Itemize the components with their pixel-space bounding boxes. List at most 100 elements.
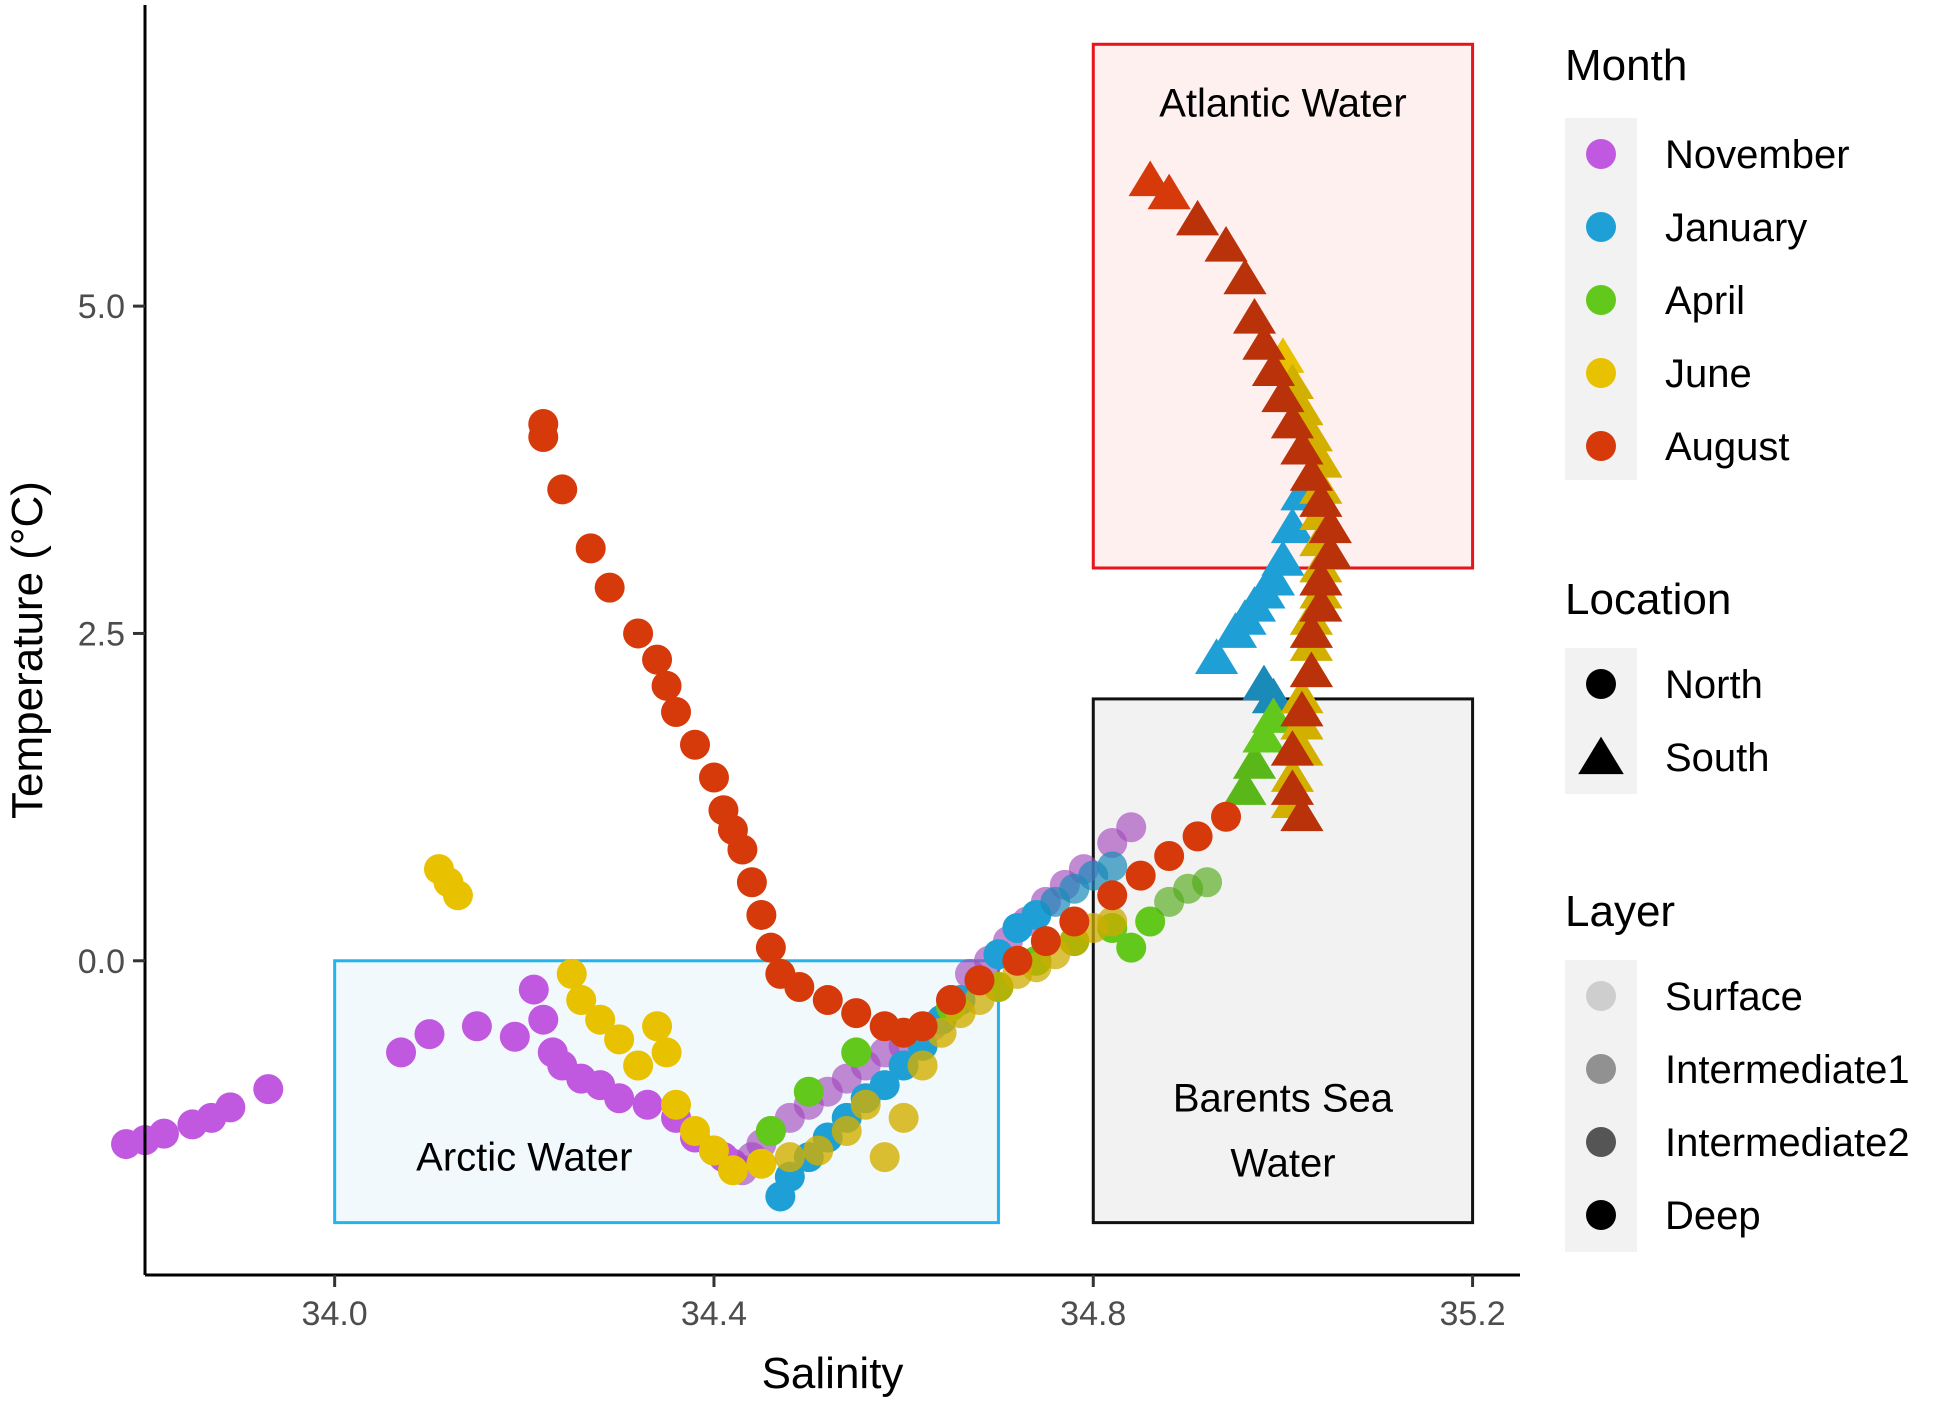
region-labels-layer: Atlantic Water Arctic Water Barents Sea Wat… <box>416 81 1407 1185</box>
layer-legend-item-label: Deep <box>1665 1194 1761 1238</box>
data-point-south <box>1299 559 1343 596</box>
data-point-north <box>575 533 606 564</box>
points-layer <box>111 160 1352 1212</box>
data-point-north <box>746 899 777 930</box>
data-point-north <box>651 670 682 701</box>
data-point-north <box>148 1118 179 1149</box>
barents-region-label: Barents Sea <box>1173 1076 1394 1120</box>
data-point-north <box>841 998 872 1029</box>
data-point-north <box>812 985 843 1016</box>
data-point-north <box>680 1115 710 1146</box>
location-legend-item-label: South <box>1665 736 1770 780</box>
data-point-south <box>1175 199 1220 236</box>
series-august-north <box>528 408 1242 1048</box>
month-legend-item-label: April <box>1665 279 1745 323</box>
layer-legend: Layer Surface Intermediate1 Intermediate2 De… <box>1565 887 1910 1252</box>
data-point-north <box>594 572 625 603</box>
data-point-south <box>1251 559 1296 596</box>
data-point-north <box>850 1089 881 1120</box>
data-point-north <box>680 729 710 760</box>
legend-key-august <box>1586 431 1616 461</box>
y-tick-label: 0.0 <box>78 943 125 981</box>
data-point-south <box>1299 481 1343 517</box>
data-point-north <box>414 1019 445 1050</box>
data-point-north <box>1116 812 1147 843</box>
data-point-north <box>1192 867 1223 898</box>
data-point-north <box>604 1083 635 1114</box>
data-point-north <box>888 1102 919 1133</box>
month-legend-item-label: November <box>1665 133 1850 177</box>
data-point-south <box>1280 428 1324 465</box>
data-point-north <box>964 965 995 996</box>
data-point-south <box>1289 612 1333 648</box>
legend-key-june <box>1586 358 1616 388</box>
data-point-north <box>907 1050 938 1081</box>
data-point-north <box>528 1004 559 1035</box>
data-point-north <box>1030 926 1061 957</box>
x-tick-label: 34.0 <box>302 1295 368 1333</box>
data-point-north <box>253 1074 284 1105</box>
data-point-north <box>642 1011 673 1042</box>
data-point-south <box>1232 298 1277 334</box>
data-point-north <box>698 1135 729 1166</box>
data-point-north <box>642 644 673 675</box>
data-point-north <box>1097 880 1128 911</box>
x-tick-label: 34.4 <box>681 1295 747 1333</box>
data-point-north <box>717 1155 748 1186</box>
location-legend-title: Location <box>1565 575 1731 624</box>
legend-key-intermediate1 <box>1586 1054 1616 1084</box>
data-point-south <box>1147 173 1191 210</box>
data-point-north <box>518 974 549 1005</box>
x-axis-title: Salinity <box>762 1349 904 1398</box>
data-point-south <box>1280 795 1324 832</box>
month-legend-item-label: August <box>1665 425 1790 469</box>
data-point-north <box>623 618 654 649</box>
data-point-north <box>1059 906 1090 937</box>
layer-legend-item-label: Surface <box>1665 975 1803 1019</box>
series-august-south <box>1128 160 1352 832</box>
data-point-north <box>803 1135 834 1166</box>
location-legend-item-label: North <box>1665 663 1763 707</box>
series-january-south <box>1194 474 1324 714</box>
atlantic-water-region <box>1091 42 1475 570</box>
data-point-north <box>841 1037 872 1068</box>
data-point-north <box>585 1004 616 1035</box>
month-legend: Month November January April June August <box>1565 41 1850 480</box>
legend-layer: Month November January April June August Locat… <box>1565 41 1910 1252</box>
data-point-south <box>1261 540 1305 576</box>
layer-legend-item-label: Intermediate1 <box>1665 1048 1910 1092</box>
atlantic-region-label: Atlantic Water <box>1159 81 1406 125</box>
data-point-north <box>1125 860 1156 891</box>
data-point-south <box>1251 677 1296 714</box>
data-point-north <box>784 971 815 1002</box>
data-point-south <box>1261 376 1305 413</box>
y-tick-label: 5.0 <box>78 288 125 326</box>
data-point-north <box>755 932 786 963</box>
data-point-north <box>746 1148 777 1179</box>
data-point-south <box>1270 507 1315 544</box>
arctic-water-region <box>333 959 1000 1225</box>
data-point-north <box>793 1076 824 1107</box>
data-point-south <box>1223 769 1267 805</box>
data-point-south <box>1270 769 1315 805</box>
y-axis-title: Temperature (°C) <box>3 481 52 819</box>
data-point-north <box>528 422 559 453</box>
data-point-south <box>1242 716 1286 753</box>
data-point-north <box>869 1070 900 1101</box>
data-point-north <box>604 1024 635 1055</box>
arctic-region-label: Arctic Water <box>416 1135 632 1179</box>
data-point-south <box>1270 730 1315 766</box>
data-point-south <box>1289 651 1333 688</box>
legend-key-november <box>1586 139 1616 169</box>
data-point-north <box>215 1092 246 1123</box>
location-legend: Location North South <box>1565 575 1770 794</box>
legend-key-intermediate2 <box>1586 1127 1616 1157</box>
month-legend-item-label: January <box>1665 206 1807 250</box>
data-point-north <box>907 1011 938 1042</box>
data-point-north <box>386 1037 417 1068</box>
data-point-north <box>755 1115 786 1146</box>
data-point-south <box>1242 324 1286 360</box>
data-point-north <box>1116 932 1147 963</box>
data-point-north <box>698 762 729 793</box>
